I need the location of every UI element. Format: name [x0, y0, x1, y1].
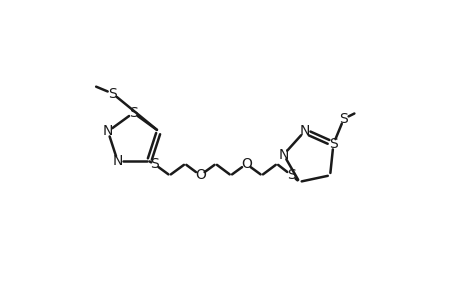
Text: S: S — [328, 137, 337, 151]
Text: N: N — [112, 154, 123, 168]
Text: N: N — [102, 124, 113, 138]
Text: S: S — [150, 157, 158, 171]
Text: S: S — [339, 112, 347, 126]
Text: S: S — [108, 86, 117, 100]
Text: O: O — [195, 168, 205, 182]
Text: O: O — [241, 157, 251, 171]
Text: S: S — [286, 168, 295, 182]
Text: N: N — [299, 124, 309, 138]
Text: N: N — [278, 148, 288, 162]
Text: S: S — [129, 106, 138, 120]
